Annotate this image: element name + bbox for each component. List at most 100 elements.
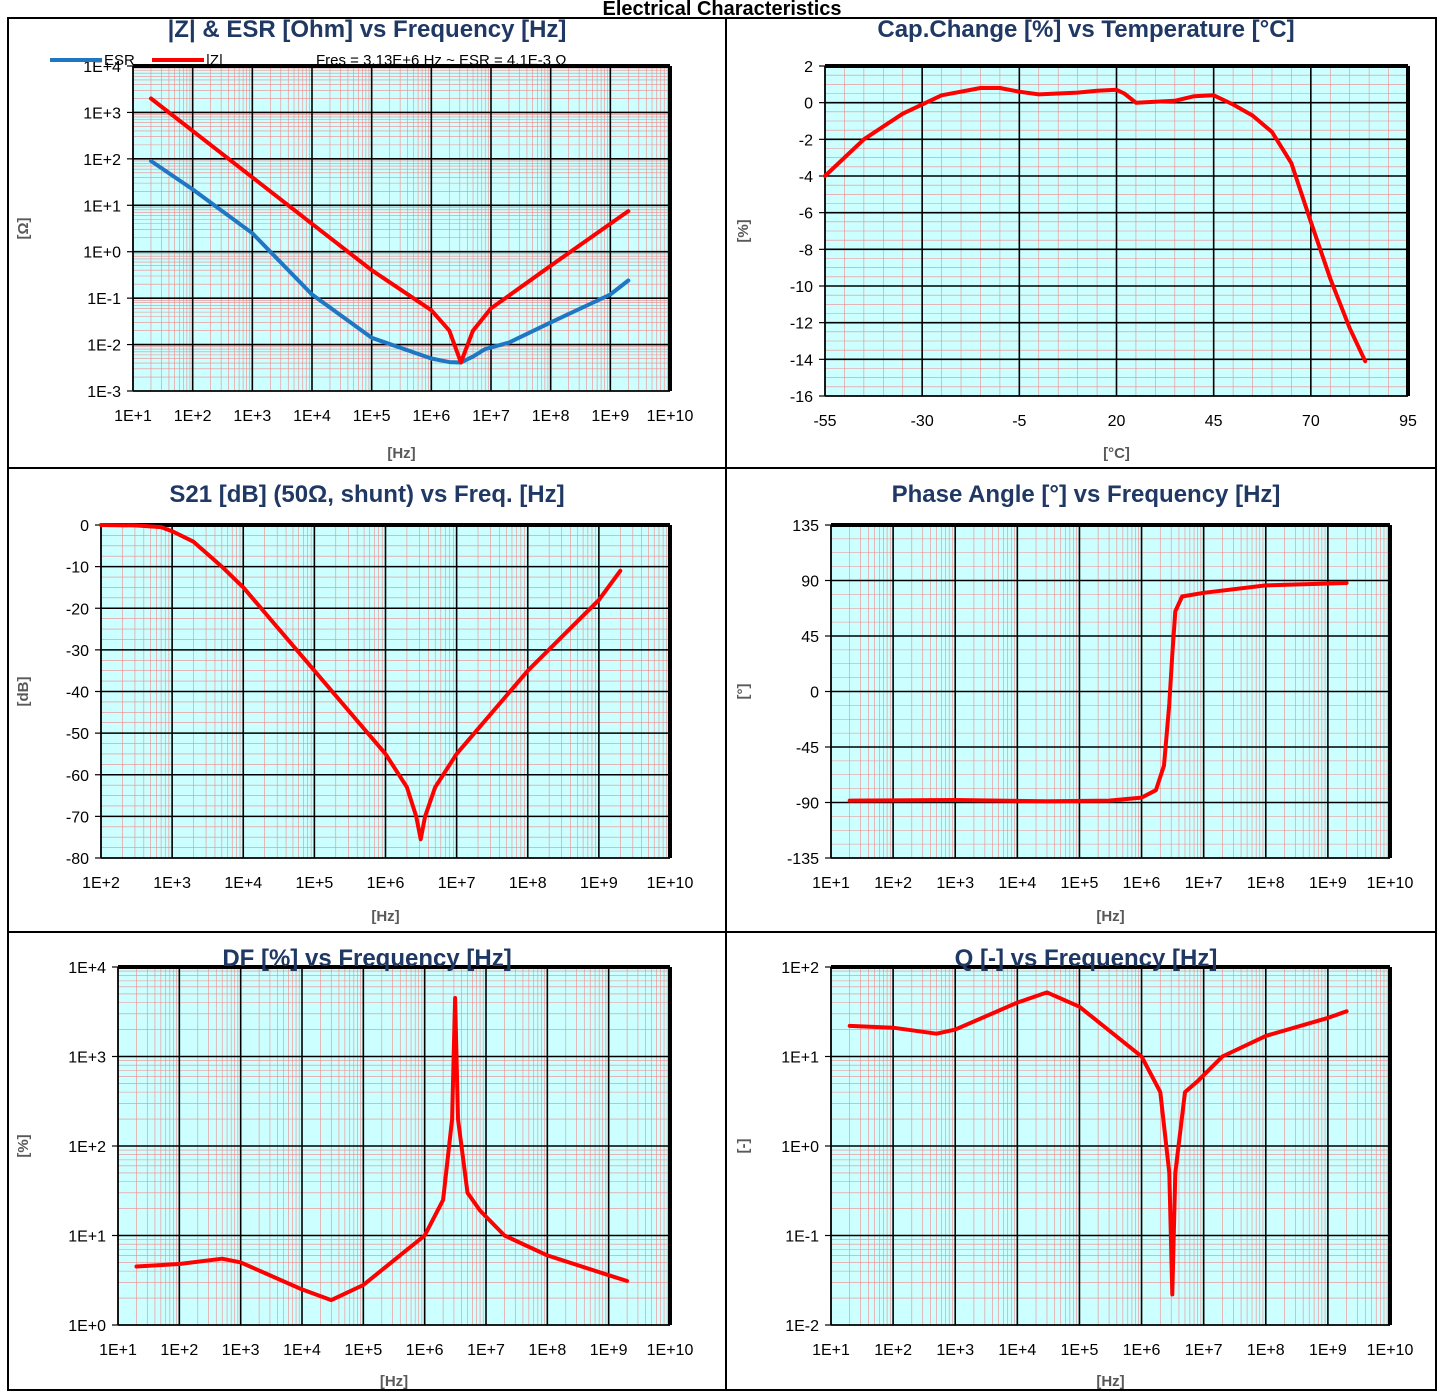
y-tick-label: 1E-3 xyxy=(87,384,121,401)
y-tick-label: 1E+1 xyxy=(83,198,121,215)
y-tick-label: 45 xyxy=(801,629,819,646)
series-line-0 xyxy=(847,581,1349,804)
y-axis-label: [%] xyxy=(735,219,752,242)
chart-title: |Z| & ESR [Ohm] vs Frequency [Hz] xyxy=(168,16,567,43)
y-tick-label: -10 xyxy=(790,279,813,296)
x-axis-label: [Hz] xyxy=(1096,1373,1124,1390)
x-tick-label: 1E+6 xyxy=(367,875,405,892)
chart-cap-temp: -55 -30 -5 20 45 70 9520-2-4-6-8-10-12-14-16Ca… xyxy=(735,16,1417,462)
x-tick-label: 1E+5 xyxy=(353,408,391,425)
y-tick-label: -50 xyxy=(66,726,89,743)
x-tick-label: 45 xyxy=(1205,413,1223,430)
x-tick-label: 1E+3 xyxy=(936,1342,974,1359)
x-tick-label: 1E+1 xyxy=(114,408,152,425)
x-tick-label: 1E+4 xyxy=(293,408,331,425)
legend-label-esr: ESR xyxy=(104,52,135,69)
x-tick-label: 1E+8 xyxy=(509,875,547,892)
y-tick-label: 0 xyxy=(804,96,813,113)
y-tick-label: 1E+3 xyxy=(83,105,121,122)
chart-z-esr: 1E+1 1E+2 1E+3 1E+4 1E+5 1E+6 1E+7 1E+8 1E+9 1E+1… xyxy=(15,16,693,462)
x-tick-label: 70 xyxy=(1302,413,1320,430)
series-line-0 xyxy=(99,523,623,842)
y-tick-label: -60 xyxy=(66,768,89,785)
y-tick-label: 135 xyxy=(792,518,819,535)
chart-title: Q [-] vs Frequency [Hz] xyxy=(955,945,1218,972)
x-tick-label: 1E+2 xyxy=(874,875,912,892)
series-line-0 xyxy=(134,996,630,1303)
x-tick-label: 1E+9 xyxy=(591,408,629,425)
series-line-0 xyxy=(823,86,1368,364)
y-tick-label: -2 xyxy=(799,132,813,149)
y-tick-label: 1E+3 xyxy=(68,1050,106,1067)
x-tick-label: 1E+4 xyxy=(283,1342,321,1359)
chart-q: 1E+1 1E+2 1E+3 1E+4 1E+5 1E+6 1E+7 1E+8 1E+9 1E+1… xyxy=(735,945,1413,1390)
x-axis-label: [Hz] xyxy=(380,1373,408,1390)
x-tick-label: 1E+10 xyxy=(647,408,694,425)
x-tick-label: 1E+2 xyxy=(82,875,120,892)
page-title: Electrical Characteristics xyxy=(602,0,842,20)
x-tick-label: -5 xyxy=(1012,413,1026,430)
x-tick-label: 1E+2 xyxy=(874,1342,912,1359)
x-tick-label: 20 xyxy=(1108,413,1126,430)
minor-grid xyxy=(133,66,670,391)
y-tick-label: -45 xyxy=(796,740,819,757)
y-tick-label: -16 xyxy=(790,389,813,406)
y-tick-label: 1E+0 xyxy=(781,1139,819,1156)
x-tick-label: -30 xyxy=(911,413,934,430)
chart-df: 1E+1 1E+2 1E+3 1E+4 1E+5 1E+6 1E+7 1E+8 1E+9 1E+1… xyxy=(15,945,693,1390)
y-tick-label: -80 xyxy=(66,851,89,868)
x-tick-label: 1E+10 xyxy=(647,1342,694,1359)
y-tick-label: -30 xyxy=(66,643,89,660)
y-tick-label: 1E+4 xyxy=(83,59,121,76)
y-tick-label: 0 xyxy=(80,518,89,535)
y-axis-label: [%] xyxy=(15,1134,32,1157)
y-tick-label: -10 xyxy=(66,560,89,577)
x-tick-label: 1E+3 xyxy=(936,875,974,892)
x-axis-label: [Hz] xyxy=(1096,908,1124,925)
x-tick-label: 1E+4 xyxy=(998,875,1036,892)
y-axis-label: [°] xyxy=(735,684,752,700)
y-tick-label: 2 xyxy=(804,59,813,76)
x-tick-label: 1E+5 xyxy=(1061,1342,1099,1359)
x-tick-label: -55 xyxy=(813,413,836,430)
series-line-esr xyxy=(149,159,631,365)
y-tick-label: -40 xyxy=(66,685,89,702)
y-tick-label: 1E+2 xyxy=(83,152,121,169)
x-tick-label: 1E+10 xyxy=(1367,875,1414,892)
x-tick-label: 1E+7 xyxy=(1185,875,1223,892)
y-tick-label: 1E-2 xyxy=(87,338,121,355)
y-tick-label: -20 xyxy=(66,601,89,618)
y-tick-label: 1E+2 xyxy=(68,1139,106,1156)
plot-area xyxy=(133,66,670,391)
x-tick-label: 1E+6 xyxy=(412,408,450,425)
x-tick-label: 1E+3 xyxy=(222,1342,260,1359)
chart-phase: 1E+1 1E+2 1E+3 1E+4 1E+5 1E+6 1E+7 1E+8 1E+9 1E+1… xyxy=(735,481,1413,925)
legend-label-z: |Z| xyxy=(206,52,223,69)
y-tick-label: 1E-1 xyxy=(87,291,121,308)
x-tick-label: 1E+8 xyxy=(528,1342,566,1359)
x-tick-label: 1E+7 xyxy=(1185,1342,1223,1359)
x-tick-label: 1E+1 xyxy=(812,875,850,892)
y-tick-label: 1E-2 xyxy=(785,1318,819,1335)
y-tick-label: 1E+2 xyxy=(781,960,819,977)
y-tick-label: 1E+4 xyxy=(68,960,106,977)
x-tick-label: 1E+9 xyxy=(1309,1342,1347,1359)
y-tick-label: 1E+0 xyxy=(68,1318,106,1335)
series-line-z xyxy=(149,96,631,365)
x-tick-label: 1E+8 xyxy=(532,408,570,425)
y-tick-label: -8 xyxy=(799,242,813,259)
y-tick-label: -14 xyxy=(790,352,813,369)
y-tick-label: 0 xyxy=(810,685,819,702)
x-tick-label: 1E+1 xyxy=(99,1342,137,1359)
series-line-0 xyxy=(847,990,1349,1297)
x-tick-label: 1E+5 xyxy=(344,1342,382,1359)
y-tick-label: -90 xyxy=(796,796,819,813)
y-axis-label: [Ω] xyxy=(15,217,32,239)
chart-s21: 1E+2 1E+3 1E+4 1E+5 1E+6 1E+7 1E+8 1E+9 1E+10 0 -1… xyxy=(15,481,693,925)
x-tick-label: 1E+3 xyxy=(153,875,191,892)
x-tick-label: 1E+10 xyxy=(647,875,694,892)
x-tick-label: 1E+7 xyxy=(472,408,510,425)
x-axis-label: [°C] xyxy=(1103,445,1130,462)
major-grid xyxy=(100,524,671,859)
